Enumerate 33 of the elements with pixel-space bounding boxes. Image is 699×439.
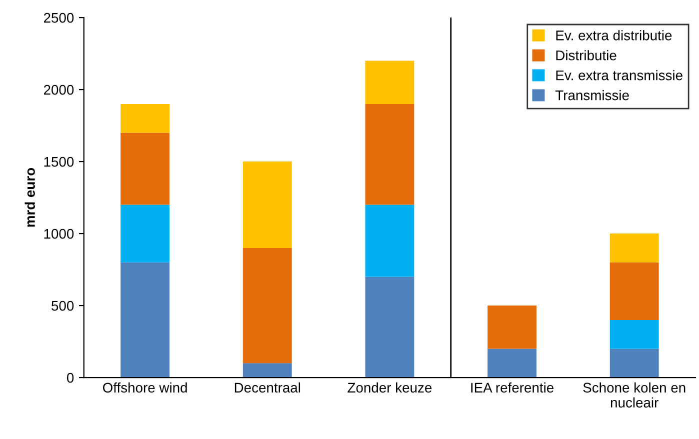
x-tick-label: Decentraal <box>234 382 300 393</box>
bar <box>120 132 170 205</box>
bar <box>242 363 292 378</box>
y-tick-label: 2000 <box>44 84 74 95</box>
legend-label: Ev. extra distributie <box>556 30 672 40</box>
y-tick-label: 500 <box>52 300 74 311</box>
x-tick-label: Schone kolen en nucleair <box>583 382 686 408</box>
bar <box>365 276 414 378</box>
bar <box>120 262 170 378</box>
bar <box>365 204 414 277</box>
y-axis-title: mrd euro <box>24 168 35 227</box>
bar <box>610 262 659 320</box>
bar <box>488 306 536 349</box>
bar <box>120 104 170 133</box>
bar <box>365 60 414 104</box>
legend-label: Transmissie <box>555 90 629 100</box>
bar <box>242 162 292 248</box>
x-tick-label: Offshore wind <box>102 382 187 393</box>
bar <box>365 104 414 205</box>
bar <box>242 248 292 364</box>
y-tick-label: 2500 <box>44 12 74 23</box>
legend-label: Distributie <box>556 50 616 60</box>
bar <box>610 320 659 349</box>
y-tick-label: 1000 <box>44 228 74 239</box>
y-tick-label: 1500 <box>44 156 74 167</box>
x-tick-label: IEA referentie <box>471 382 554 393</box>
bar <box>610 234 659 262</box>
y-tick-label: 0 <box>66 372 74 383</box>
x-tick-label: Zonder keuze <box>348 382 432 393</box>
bar <box>120 204 170 262</box>
bar <box>610 348 659 378</box>
bar <box>488 348 536 378</box>
legend-label: Ev. extra transmissie <box>556 70 682 80</box>
